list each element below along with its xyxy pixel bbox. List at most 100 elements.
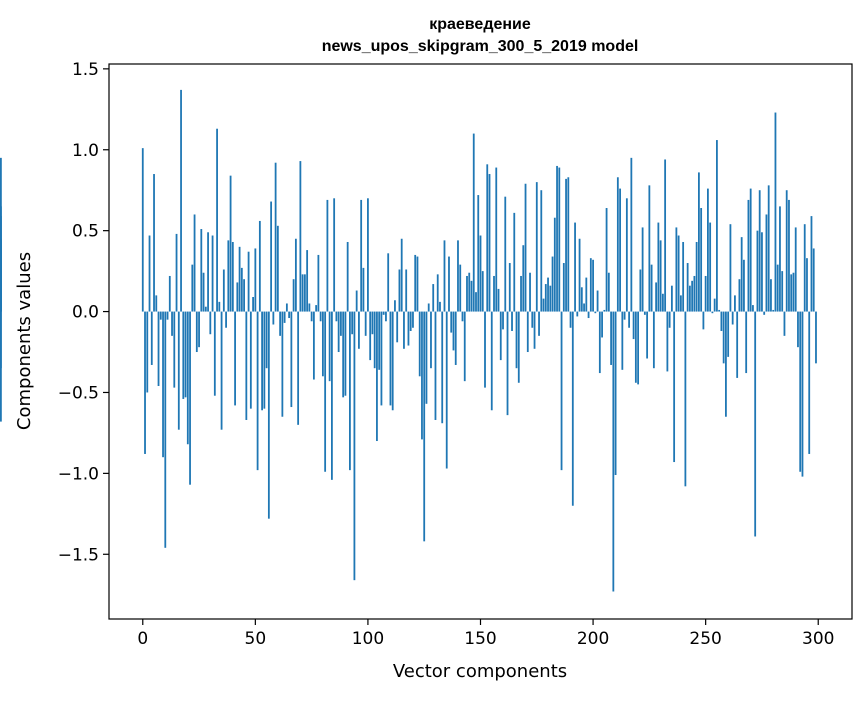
bar-component-130	[434, 311, 437, 420]
bar-component-264	[736, 311, 739, 378]
bar-component-249	[702, 311, 705, 330]
bar-component-205	[603, 309, 606, 312]
bar-component-178	[542, 298, 545, 312]
bar-component-196	[583, 303, 585, 312]
bar-component-94	[353, 311, 356, 581]
bar-component-132	[439, 301, 441, 312]
bar-component-75	[310, 311, 313, 322]
bar-component-84	[331, 311, 333, 480]
bar-component-43	[238, 246, 241, 312]
bar-component-171	[526, 311, 529, 353]
bar-component-62	[281, 311, 284, 417]
bar-component-undefined	[0, 246, 2, 312]
bar-component-252	[709, 222, 712, 312]
bar-component-238	[677, 235, 680, 312]
bar-component-78	[317, 254, 320, 312]
x-tick-label-250: 250	[689, 629, 721, 649]
bar-component-42	[236, 282, 239, 312]
bar-component-197	[585, 277, 588, 312]
bars-group	[0, 89, 817, 592]
bar-component-166	[515, 311, 518, 369]
bar-component-108	[385, 311, 387, 322]
bar-component-23	[193, 214, 196, 312]
bar-component-240	[682, 241, 685, 312]
bar-component-58	[272, 311, 275, 325]
bar-component-1	[144, 311, 146, 454]
bar-component-234	[668, 311, 671, 328]
bar-component-31	[211, 235, 214, 312]
bar-component-168	[520, 275, 522, 312]
bar-component-293	[801, 311, 804, 477]
bar-component-229	[657, 222, 660, 312]
bar-component-57	[270, 201, 273, 312]
x-tick-label-0: 0	[137, 629, 148, 649]
bar-component-19	[184, 311, 187, 398]
bar-component-71	[301, 274, 304, 312]
bar-component-14	[173, 311, 176, 388]
bar-component-13	[171, 311, 173, 336]
bar-component-167	[517, 311, 520, 383]
bar-component-189	[567, 177, 570, 312]
y-axis-ticks: 1.5 1.0 0.5 0.0 −0.5 −1.0 −1.5	[58, 60, 109, 565]
bar-component-266	[740, 237, 743, 312]
bar-component-77	[315, 305, 318, 312]
bar-component-17	[180, 89, 182, 312]
bar-component-296	[808, 311, 811, 454]
bar-component-201	[594, 311, 597, 314]
bar-component-38	[227, 240, 230, 312]
bar-component-123	[418, 311, 421, 377]
bar-component-33	[216, 128, 218, 312]
bar-component-16	[177, 311, 180, 430]
y-tick-label-2: 0.5	[72, 222, 99, 242]
bar-component-87	[337, 311, 340, 353]
bar-component-161	[504, 196, 507, 312]
bar-component-74	[308, 303, 311, 312]
bar-component-153	[486, 164, 489, 312]
bar-component-10	[164, 311, 167, 548]
bar-component-125	[423, 311, 426, 542]
bar-component-97	[360, 199, 363, 312]
bar-component-215	[625, 198, 628, 312]
bar-component-292	[799, 311, 802, 472]
bar-component-217	[630, 157, 633, 312]
bar-component-124	[421, 311, 423, 440]
bar-component-69	[297, 311, 300, 425]
bar-component-9	[162, 311, 164, 458]
bar-component-116	[403, 311, 405, 349]
bar-component-283	[779, 206, 781, 312]
bar-component-65	[288, 311, 291, 319]
bar-component-211	[616, 177, 619, 312]
bar-component-237	[675, 227, 678, 312]
bar-component-163	[508, 263, 511, 312]
bar-component-254	[713, 298, 716, 312]
bar-component-117	[405, 269, 408, 312]
bar-component-undefined	[0, 311, 2, 422]
bar-component-121	[414, 254, 417, 312]
bar-component-72	[303, 274, 306, 312]
y-tick-label-0: 1.5	[72, 60, 99, 80]
bar-component-90	[344, 311, 347, 396]
bar-component-213	[621, 311, 624, 370]
bar-component-257	[720, 311, 723, 331]
bar-component-159	[499, 311, 502, 361]
bar-component-89	[342, 311, 345, 398]
bar-component-119	[409, 311, 412, 331]
bar-component-80	[321, 311, 324, 377]
chart-title-line1: краеведение	[429, 16, 531, 33]
bar-component-63	[283, 311, 286, 323]
bar-component-262	[731, 311, 734, 325]
bar-component-106	[380, 311, 383, 406]
bar-component-122	[416, 256, 419, 312]
bar-component-86	[335, 311, 338, 322]
bar-component-279	[770, 279, 772, 312]
chart-title-line2: news_upos_skipgram_300_5_2019 model	[322, 38, 639, 55]
bar-component-136	[448, 256, 450, 312]
bar-component-173	[531, 311, 534, 328]
bar-component-99	[364, 311, 367, 336]
bar-component-233	[666, 311, 669, 372]
bar-component-203	[598, 311, 601, 374]
bar-component-39	[229, 175, 232, 312]
bar-component-223	[643, 311, 646, 315]
